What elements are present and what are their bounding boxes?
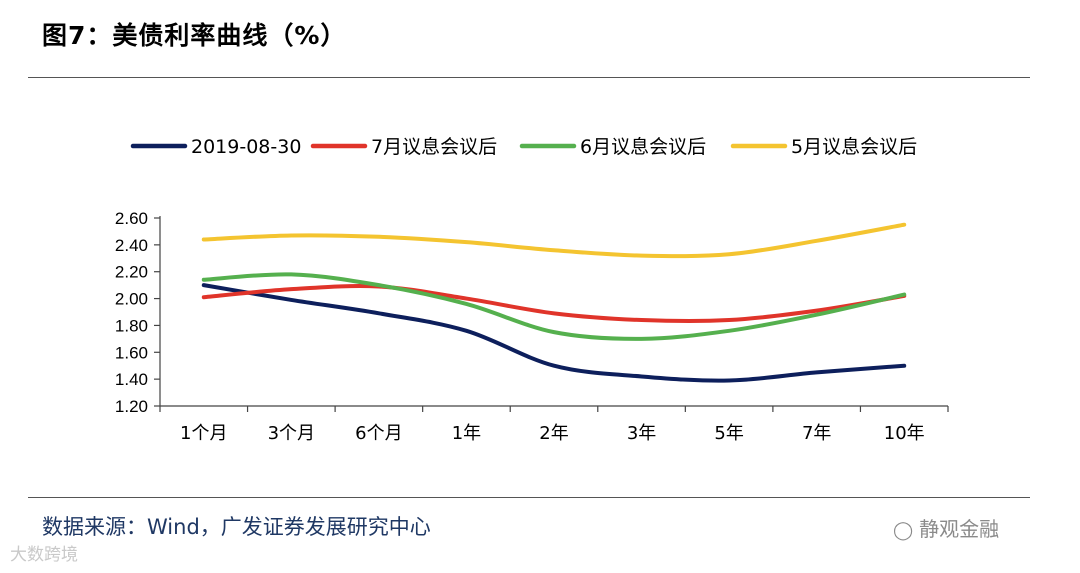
y-tick-label: 1.80	[115, 316, 148, 335]
y-tick-label: 2.60	[115, 209, 148, 228]
series-lines	[201, 222, 907, 383]
yield-curve-chart: 2019-08-30 7月议息会议后 6月议息会议后 5月议息会议后 1.20 1.40…	[115, 136, 949, 444]
legend: 2019-08-30 7月议息会议后 6月议息会议后 5月议息会议后	[130, 136, 917, 158]
y-tick-label: 2.00	[115, 290, 148, 309]
y-tick-label: 1.20	[115, 397, 148, 416]
y-tick-label: 2.40	[115, 236, 148, 255]
legend-label-4: 5月议息会议后	[791, 136, 917, 158]
watermark-right: ◯ 静观金融	[893, 513, 999, 542]
watermark-left: 大数跨境	[10, 545, 78, 565]
x-tick-label: 10年	[884, 423, 925, 444]
series-line-1	[201, 283, 907, 383]
legend-label-1: 2019-08-30	[191, 136, 301, 158]
top-divider	[28, 77, 1030, 78]
x-tick-label: 6个月	[355, 423, 402, 444]
series-line-3	[201, 272, 907, 341]
wechat-icon: ◯	[893, 520, 914, 541]
chart-title: 图7：美债利率曲线（%）	[42, 21, 347, 50]
x-tick-label: 2年	[539, 423, 568, 444]
legend-label-2: 7月议息会议后	[371, 136, 497, 158]
y-tick-label: 1.60	[115, 343, 148, 362]
x-tick-label: 5年	[714, 423, 743, 444]
legend-label-3: 6月议息会议后	[580, 136, 706, 158]
x-tick-label: 3个月	[268, 423, 315, 444]
series-line-4	[201, 222, 907, 259]
watermark-right-text: 静观金融	[919, 517, 1000, 541]
y-axis: 1.20 1.40 1.60 1.80 2.00 2.20 2.40 2.60	[115, 209, 161, 416]
series-line-2	[201, 283, 907, 324]
x-axis: 1个月 3个月 6个月 1年 2年 3年 5年 7年 10年	[159, 405, 949, 444]
source-note: 数据来源：Wind，广发证券发展研究中心	[42, 515, 431, 539]
bottom-divider	[28, 497, 1030, 498]
y-tick-label: 2.20	[115, 263, 148, 282]
x-tick-label: 1年	[452, 423, 481, 444]
x-tick-label: 7年	[802, 423, 831, 444]
x-tick-label: 3年	[627, 423, 656, 444]
x-tick-label: 1个月	[180, 423, 227, 444]
y-tick-label: 1.40	[115, 370, 148, 389]
